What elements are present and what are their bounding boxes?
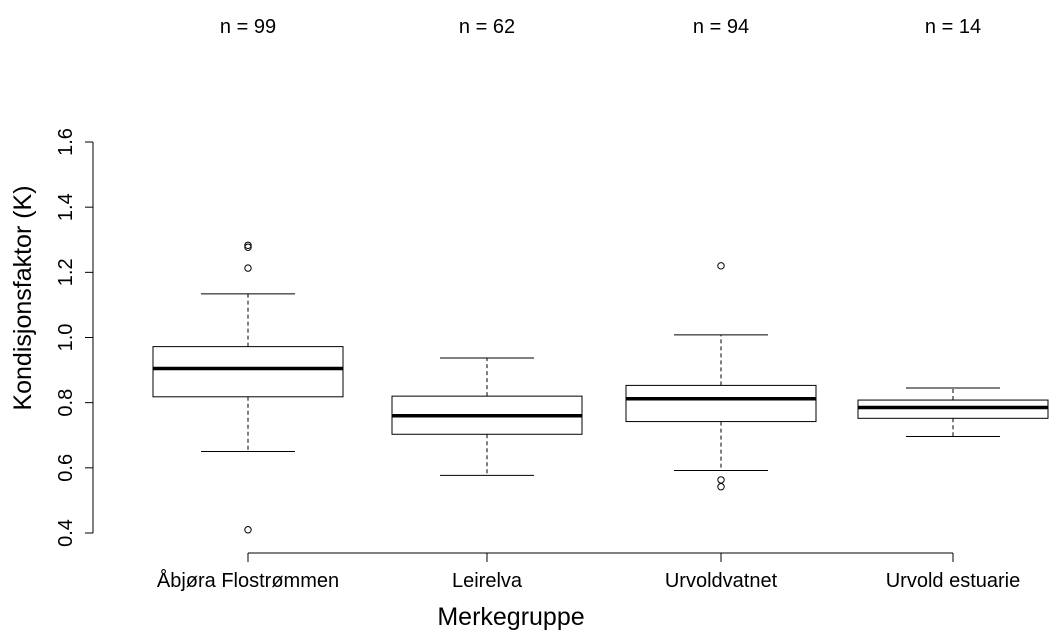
- outlier-point: [717, 476, 725, 484]
- boxes: [152, 241, 1049, 534]
- box-group: [391, 357, 583, 476]
- x-axis: Åbjøra Flostrømmen Leirelva Urvoldvatnet Ur…: [157, 552, 1020, 592]
- outlier-point: [244, 526, 252, 534]
- outlier-point: [244, 241, 252, 249]
- y-axis-title: Kondisjonsfaktor (K): [9, 185, 37, 410]
- y-tick-label: 0.4: [55, 519, 77, 547]
- box-group: [625, 262, 817, 491]
- y-tick-label: 0.8: [55, 389, 77, 417]
- outlier-point: [717, 262, 725, 270]
- y-ticks: 0.4 0.6 0.8 1.0 1.2 1.4 1.6: [55, 128, 93, 547]
- n-label: n = 94: [693, 16, 749, 38]
- box-group: [857, 387, 1049, 438]
- x-ticks: Åbjøra Flostrømmen Leirelva Urvoldvatnet Ur…: [157, 553, 1020, 592]
- outlier-point: [717, 483, 725, 491]
- y-tick-label: 1.6: [55, 128, 77, 156]
- y-axis: 0.4 0.6 0.8 1.0 1.2 1.4 1.6: [55, 128, 94, 547]
- n-label: n = 14: [925, 16, 981, 38]
- y-tick-label: 1.4: [55, 193, 77, 221]
- n-label: n = 99: [220, 16, 276, 38]
- y-tick-label: 1.0: [55, 324, 77, 352]
- iqr-box: [625, 384, 817, 423]
- x-tick-label: Urvold estuarie: [886, 570, 1021, 592]
- x-axis-title: Merkegruppe: [437, 603, 584, 631]
- x-tick-label: Leirelva: [452, 570, 523, 592]
- x-tick-label: Urvoldvatnet: [665, 570, 778, 592]
- n-label: n = 62: [459, 16, 515, 38]
- outlier-point: [244, 264, 252, 272]
- outlier-point: [244, 243, 252, 251]
- y-tick-label: 0.6: [55, 454, 77, 482]
- iqr-box: [152, 346, 344, 398]
- n-labels: n = 99 n = 62 n = 94 n = 14: [220, 16, 981, 38]
- y-tick-label: 1.2: [55, 258, 77, 286]
- box-group: [152, 241, 344, 534]
- x-tick-label: Åbjøra Flostrømmen: [157, 569, 339, 592]
